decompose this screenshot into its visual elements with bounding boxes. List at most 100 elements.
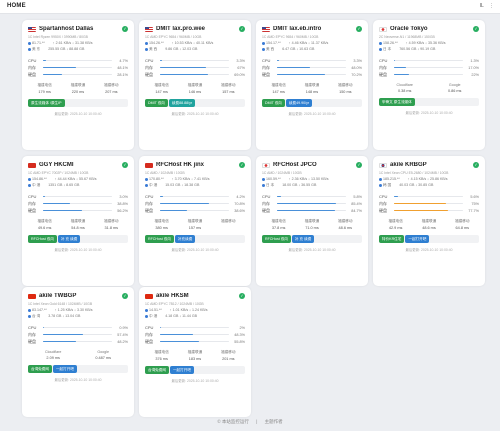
ping-name: 福建电信 [271,219,286,223]
traffic: 9.86 GB ↓ 12.03 GB [165,47,198,51]
mem-fill [277,66,311,69]
disk-track [394,209,463,212]
cpu-value: 5.6% [470,194,479,199]
ping-name: 福建电信 [388,219,403,223]
cpu-fill [43,326,44,329]
disk-value: 70.2% [351,72,362,77]
mem-row: 内存 67% [145,64,245,71]
location-icon [262,47,265,51]
online-check-icon: ✓ [122,26,128,32]
ping-name: 福建联通 [70,219,86,223]
traffic: 40.03 GB ↓ 30.85 GB [399,183,434,187]
cpu-row: CPU 5.6% [379,193,479,200]
mem-label: 内存 [28,64,36,70]
server-name: DMIT lax.pro.wee [156,26,206,32]
tag-button[interactable]: RFCHost 双向 [145,235,174,243]
server-card[interactable]: DMIT lax.eb.intro ✓ 1C AMD EPYC 9654 / 9… [256,20,368,150]
server-name: Oracle Tokyo [390,26,428,32]
mem-fill [43,202,70,205]
server-name: akile KRBGP [390,162,427,168]
flag-icon [379,26,387,32]
server-card[interactable]: GGY HKCMI ✓ 1C AMD EPYC 7002P / 1024MB /… [22,156,134,286]
ping-name: 福建电信 [37,219,52,223]
last-updated: 最后更新: 2025-10-10 10:00:40 [54,112,102,116]
disk-value: 69.0% [234,72,245,77]
ip-icon [145,308,148,312]
online-check-icon: ✓ [356,26,362,32]
server-card[interactable]: DMIT lax.pro.wee ✓ 1C AMD EPYC 9654 / 96… [139,20,251,150]
menu-icon[interactable]: ⋮ [489,3,494,9]
server-card[interactable]: akile TWBGP ✓ 1C Intel Xeon Gold 6148 / … [22,287,134,417]
ip-icon [145,41,148,45]
tag-button[interactable]: 原生流媒体 /原生IP [28,99,65,107]
ping-value: 157 ms [188,226,202,230]
mem-row: 内存 57.4% [28,331,128,338]
tag-button[interactable]: RFCHost 双向 [262,235,291,243]
flag-icon [28,293,36,299]
ping-item: 福建移动 31.8 ms [104,219,118,230]
language-toggle[interactable]: IL [479,3,484,9]
location: 中 港 [32,183,41,187]
tag-button[interactable]: 甲骨文 原生流媒体 [379,98,415,106]
ping-value: 201 ms [222,357,235,361]
mem-track [394,202,463,205]
cpu-label: CPU [145,325,154,330]
mem-value: 48.0% [351,65,362,70]
ping-item: 福建电信 37.8 ms [271,219,285,230]
tag-button[interactable]: 台湾免费网 [28,365,52,373]
disk-label: 硬盘 [145,207,153,213]
ping-name: 福建联通 [187,83,203,87]
server-card[interactable]: Spartanhost Dallas ✓ 1C Intel Ryzen 9950… [22,20,134,150]
cpu-row: CPU 3.3% [145,57,245,64]
cpu-track [277,59,346,62]
ping-name: 福建电信 [37,83,52,87]
ping-item: 福建电信 376 ms [154,350,168,361]
mem-track [160,202,229,205]
ping-item: Cloudflare 0.38 ms [397,83,413,93]
traffic: 760.56 GB ↓ 90.19 GB [399,47,436,51]
disk-track [160,340,229,343]
cpu-fill [160,59,163,62]
ping-item: 福建移动 150 ms [338,83,352,94]
ping-name: 福建电信 [154,350,169,354]
mem-track [394,66,463,69]
disk-value: 22% [471,72,479,77]
renew-button[interactable]: 续费49.90/yr [285,99,313,107]
server-specs: 2C Neoverse-N1 / 11968MB / 150GB [379,35,435,39]
tag-button[interactable]: DMIT 双向 [145,99,168,107]
tag-button[interactable]: 特价KR住宅 [379,235,405,243]
cpu-fill [160,326,162,329]
ping-value: 2.09 ms [46,356,60,360]
footer: © 本站监控运行 | 主题作者 [217,419,283,424]
ping-value: 148 ms [305,90,319,94]
last-updated: 最后更新: 2025-10-10 10:00:40 [171,248,219,252]
renew-button[interactable]: 一起打开吧 [169,366,194,374]
renew-button[interactable]: 补 充 续费 [57,235,81,243]
location-icon [28,183,31,187]
server-card[interactable]: Oracle Tokyo ✓ 2C Neoverse-N1 / 11968MB … [373,20,485,150]
renew-button[interactable]: 补 充 续费 [291,235,315,243]
cpu-label: CPU [28,194,37,199]
ping-item: 福建联通 54.8 ms [71,219,85,230]
ping-item: 福建移动 64.8 ms [455,219,469,230]
footer-right[interactable]: 主题作者 [264,419,283,424]
mem-track [43,333,112,336]
tag-button[interactable]: 台湾免费网 [145,366,169,374]
server-card[interactable]: akile HKSM ✓ 1C AMD EPYC 7B12 / 1024MB /… [139,287,251,417]
mem-fill [160,202,209,205]
server-card[interactable]: RFCHost JPCO ✓ 1C AMD / 1024MB / 10GB 16… [256,156,368,286]
server-card[interactable]: RFCHost HK jinx ✓ 1C AMD / 1024MB / 10GB… [139,156,251,286]
ping-value: 147 ms [272,90,285,94]
server-card[interactable]: akile KRBGP ✓ 1C Intel Xeon CPU E5-2680 … [373,156,485,286]
renew-button[interactable]: 一起打开吧 [405,235,430,243]
renew-button[interactable]: 续费88.88/yr [168,99,196,107]
mem-track [43,66,112,69]
tag-button[interactable]: DMIT 双向 [262,99,285,107]
renew-button[interactable]: 一起打开吧 [52,365,77,373]
ping-value: 0.86 ms [447,89,462,93]
tag-button[interactable]: RFCHost 双向 [28,235,57,243]
disk-fill [160,340,199,343]
mem-value: 48.1% [117,65,128,70]
renew-button[interactable]: 补充续费 [174,235,196,243]
net-speed: ↑ 1.01 KB/s ↓ 1.24 KB/s [169,308,208,312]
